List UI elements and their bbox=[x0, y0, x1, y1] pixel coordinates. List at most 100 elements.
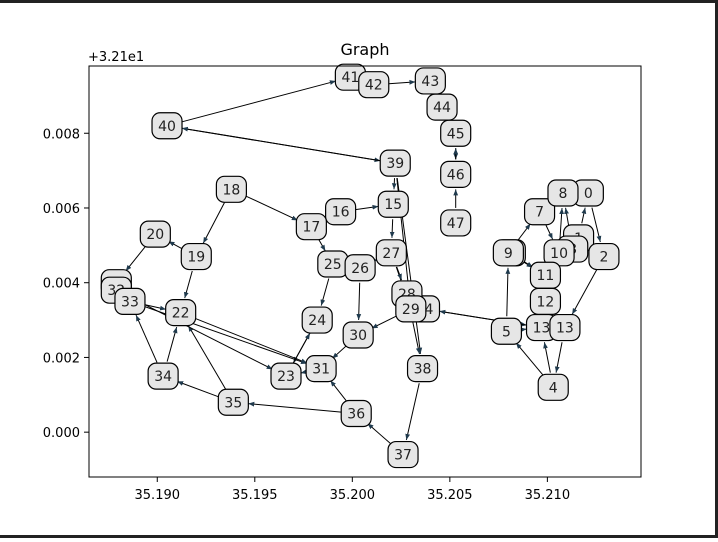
graph-edge-38-37 bbox=[406, 383, 419, 440]
y-tick-label: 0.008 bbox=[43, 127, 80, 142]
y-axis: 0.000 0.002 0.004 0.006 0.008 bbox=[43, 127, 89, 441]
graph-node-label: 42 bbox=[365, 78, 383, 94]
y-tick-label: 0.000 bbox=[43, 426, 80, 441]
graph-node-16: 16 bbox=[326, 199, 356, 225]
graph-node-29: 29 bbox=[396, 296, 426, 322]
graph-edge-19-20 bbox=[168, 241, 183, 249]
graph-node-5: 5 bbox=[491, 318, 521, 344]
graph-node-9: 9 bbox=[493, 240, 523, 266]
graph-edge-34-33 bbox=[136, 315, 157, 362]
graph-node-label: 34 bbox=[154, 369, 172, 385]
graph-edge-10-8 bbox=[560, 208, 562, 238]
graph-node-label: 19 bbox=[187, 250, 205, 266]
graph-node-37: 37 bbox=[388, 442, 418, 468]
graph-edge-27-28 bbox=[397, 267, 402, 280]
graph-node-label: 4 bbox=[549, 380, 558, 396]
graph-edge-18-17 bbox=[245, 196, 298, 221]
graph-node-label: 46 bbox=[447, 167, 465, 183]
graph-node-46: 46 bbox=[441, 161, 471, 187]
graph-node-label: 7 bbox=[535, 205, 544, 221]
graph-node-40: 40 bbox=[152, 113, 182, 139]
graph-node-label: 39 bbox=[386, 156, 404, 172]
graph-node-13b: 13 bbox=[550, 315, 580, 341]
y-tick-label: 0.006 bbox=[43, 202, 80, 217]
graph-node-47: 47 bbox=[441, 210, 471, 236]
graph-node-label: 0 bbox=[584, 186, 593, 202]
graph-edge-20-21 bbox=[126, 246, 146, 271]
graph-node-33: 33 bbox=[115, 288, 145, 314]
graph-node-label: 20 bbox=[146, 227, 164, 243]
graph-node-label: 5 bbox=[502, 324, 511, 340]
graph-node-label: 45 bbox=[447, 126, 465, 142]
graph-edge-2-13b bbox=[572, 270, 597, 315]
x-tick-label: 35.205 bbox=[427, 488, 473, 503]
graph-edge-36-35 bbox=[248, 404, 341, 412]
graph-edge-33-22 bbox=[145, 305, 166, 310]
graph-edge-32-23 bbox=[130, 297, 273, 369]
graph-node-label: 22 bbox=[172, 306, 190, 322]
graph-node-18: 18 bbox=[216, 176, 246, 202]
graph-node-label: 27 bbox=[382, 246, 400, 262]
graph-node-24: 24 bbox=[302, 307, 332, 333]
window-border-top bbox=[0, 0, 718, 3]
graph-edge-5-13 bbox=[521, 329, 526, 330]
graph-node-39: 39 bbox=[380, 150, 410, 176]
graph-node-label: 10 bbox=[550, 246, 568, 262]
graph-node-label: 29 bbox=[402, 302, 420, 318]
graph-edge-19-22 bbox=[185, 271, 193, 298]
graph-edge-37-36 bbox=[367, 423, 391, 444]
graph-node-label: 30 bbox=[349, 328, 367, 344]
graph-edge-7-10 bbox=[546, 225, 553, 239]
graph-edge-17-25 bbox=[319, 240, 326, 251]
graph-node-label: 40 bbox=[158, 119, 176, 135]
graph-edge-4-5 bbox=[516, 343, 544, 376]
graph-node-label: 8 bbox=[559, 186, 568, 202]
x-tick-label: 35.210 bbox=[525, 488, 571, 503]
graph-node-label: 13 bbox=[533, 321, 551, 337]
graph-edge-25-24 bbox=[321, 278, 329, 305]
graph-edge-29-30 bbox=[372, 316, 398, 329]
graph-edge-42-43 bbox=[389, 82, 416, 84]
graph-node-31: 31 bbox=[306, 356, 336, 382]
y-tick-label: 0.002 bbox=[43, 351, 80, 366]
nodes-layer: 0123456789101112131314151617181920212223… bbox=[101, 64, 619, 467]
graph-node-label: 15 bbox=[384, 197, 402, 213]
chart-title: Graph bbox=[340, 40, 389, 59]
graph-edge-1-0 bbox=[582, 208, 585, 224]
y-tick-label: 0.004 bbox=[43, 277, 80, 292]
graph-node-30: 30 bbox=[343, 322, 373, 348]
graph-edge-26-30 bbox=[359, 283, 360, 320]
graph-node-label: 37 bbox=[394, 448, 412, 464]
x-tick-label: 35.190 bbox=[135, 488, 181, 503]
graph-node-42: 42 bbox=[359, 72, 389, 98]
graph-node-label: 24 bbox=[308, 313, 326, 329]
graph-node-19: 19 bbox=[181, 244, 211, 270]
graph-node-label: 47 bbox=[447, 216, 465, 232]
x-tick-label: 35.195 bbox=[232, 488, 278, 503]
graph-edge-4-13 bbox=[544, 342, 550, 372]
graph-node-label: 11 bbox=[537, 268, 555, 284]
graph-node-38: 38 bbox=[408, 356, 438, 382]
graph-node-25: 25 bbox=[318, 251, 348, 277]
graph-edge-39-15 bbox=[394, 178, 395, 189]
graph-edge-13b-4 bbox=[556, 342, 562, 372]
graph-node-36: 36 bbox=[341, 400, 371, 426]
graph-node-label: 31 bbox=[312, 362, 330, 378]
graph-node-label: 12 bbox=[537, 294, 555, 310]
graph-node-label: 33 bbox=[121, 294, 139, 310]
graph-node-35: 35 bbox=[218, 389, 248, 415]
graph-edge-35-34 bbox=[177, 381, 219, 397]
graph-edge-39-40 bbox=[182, 128, 381, 161]
graph-node-45: 45 bbox=[441, 120, 471, 146]
graph-edge-30-31 bbox=[332, 345, 347, 358]
graph-node-label: 26 bbox=[351, 261, 369, 277]
graph-node-label: 2 bbox=[599, 250, 608, 266]
graph-edge-5-9 bbox=[507, 268, 508, 316]
graph-edge-16-15 bbox=[355, 206, 378, 209]
graph-node-22: 22 bbox=[166, 300, 196, 326]
graph-node-label: 41 bbox=[341, 70, 359, 86]
graph-node-15: 15 bbox=[378, 191, 408, 217]
graph-node-27: 27 bbox=[376, 240, 406, 266]
